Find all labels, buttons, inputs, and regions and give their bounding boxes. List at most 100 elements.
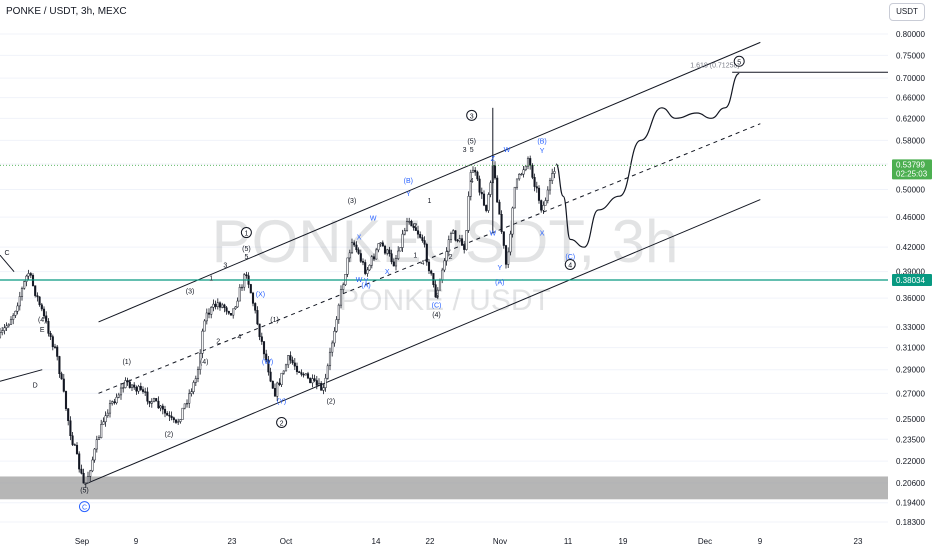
time-tick-label: Nov — [493, 537, 507, 546]
candle-body — [60, 373, 63, 380]
candle-body — [412, 225, 415, 228]
candle-body — [359, 253, 362, 262]
candle-body — [128, 381, 131, 388]
candle-body — [243, 274, 246, 288]
candle-body — [144, 391, 147, 393]
wave-label: (4) — [432, 312, 441, 319]
candle-body — [392, 261, 395, 267]
candle-body — [293, 362, 296, 367]
candle-body — [438, 279, 442, 291]
candle-body — [300, 372, 303, 375]
wave-label: (1) — [122, 359, 131, 366]
wave-label: Y — [406, 191, 411, 198]
candle-body — [410, 221, 413, 227]
last-price-text: 0.53799 — [896, 160, 925, 169]
candle-body — [67, 408, 70, 421]
trend-channel[interactable] — [0, 41, 761, 485]
price-tick-label: 0.62000 — [896, 114, 925, 123]
candle-body — [454, 230, 457, 241]
wave-label: 2 — [449, 254, 453, 261]
candle-body — [278, 382, 281, 385]
candle-body — [397, 250, 400, 259]
candle-body — [16, 305, 19, 312]
candle-body — [89, 470, 92, 477]
price-tick-label: 0.20600 — [896, 479, 925, 488]
wave-label: 4 — [420, 260, 424, 267]
wave-label: 2 — [280, 420, 284, 427]
candle-body — [381, 242, 384, 247]
candle-body — [304, 373, 307, 376]
candle-body — [467, 195, 470, 231]
time-tick-label: 9 — [758, 537, 763, 546]
wave-label: X — [540, 231, 545, 238]
wave-label: (C) — [565, 254, 575, 261]
candle-body — [34, 285, 37, 296]
horizontal-levels[interactable]: 1.618 (0.71258) — [0, 62, 888, 281]
candle-body — [12, 315, 15, 320]
currency-button[interactable]: USDT — [889, 3, 925, 21]
price-axis[interactable]: 0.80000 0.75000 0.70000 0.66000 0.62000 0.580… — [888, 0, 932, 550]
candle-body — [119, 387, 123, 396]
candle-body — [337, 304, 340, 320]
candle-body — [443, 260, 446, 271]
wave-label: (2) — [165, 431, 174, 438]
candle-body — [546, 189, 549, 201]
candle-body — [254, 303, 257, 311]
candle-body — [511, 207, 514, 235]
candle-body — [38, 296, 41, 306]
candle-body — [353, 242, 356, 246]
candle-body — [256, 310, 259, 325]
candle-body — [306, 373, 310, 379]
wave-label: C — [5, 250, 10, 257]
time-tick-label: 11 — [564, 537, 573, 546]
candle-body — [425, 244, 428, 263]
candle-body — [20, 288, 24, 297]
candle-body — [126, 380, 129, 383]
wave-label: (B) — [537, 138, 546, 145]
candle-body — [339, 289, 343, 306]
candle-body — [5, 325, 8, 329]
candle-body — [203, 320, 206, 332]
candle-body — [86, 476, 90, 484]
candle-body — [130, 384, 134, 388]
candle-body — [509, 233, 512, 253]
wave-label: W — [356, 277, 363, 284]
candle-body — [75, 444, 79, 455]
wave-label: Y — [540, 148, 545, 155]
candle-body — [29, 273, 32, 276]
candle-body — [289, 355, 292, 361]
candle-body — [240, 286, 244, 289]
price-tick-label: 0.36000 — [896, 294, 925, 303]
candle-body — [157, 400, 160, 409]
candle-body — [434, 284, 437, 298]
candle-body — [236, 300, 239, 308]
candle-body — [322, 387, 325, 391]
price-tick-label: 0.19400 — [896, 499, 925, 508]
time-axis[interactable]: Sep 9 23 Oct 14 22 Nov 11 19 Dec 9 23 — [0, 530, 888, 550]
candle-body — [199, 353, 202, 370]
price-tick-label: 0.50000 — [896, 185, 925, 194]
wave-label: (5) — [80, 488, 89, 495]
candle-body — [122, 387, 125, 389]
projection-path[interactable] — [555, 72, 740, 248]
candle-body — [311, 378, 314, 384]
candle-body — [216, 302, 219, 307]
wave-label: D — [33, 382, 38, 389]
candle-body — [218, 302, 222, 308]
candle-body — [141, 389, 145, 392]
wave-label: (B) — [404, 178, 413, 185]
candle-body — [463, 245, 466, 250]
candle-body — [223, 304, 226, 308]
wave-label: (2) — [327, 398, 336, 405]
wave-label-circle — [240, 227, 252, 239]
candle-body — [9, 319, 13, 325]
candle-body — [478, 178, 481, 193]
candle-body — [102, 421, 105, 425]
candle-body — [97, 437, 101, 440]
candle-body — [115, 396, 118, 404]
candle-body — [14, 310, 17, 316]
candle-body — [427, 261, 431, 272]
candle-body — [260, 336, 263, 342]
candle-body — [245, 274, 248, 277]
